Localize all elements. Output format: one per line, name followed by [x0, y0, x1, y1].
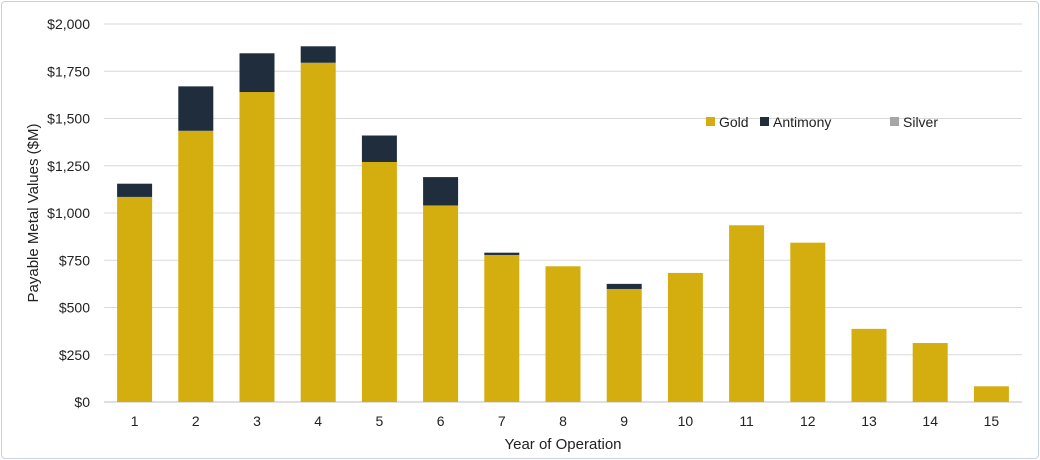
legend-swatch-gold: [706, 117, 715, 126]
y-tick-label: $1,750: [47, 63, 90, 79]
bar-gold-year-1: [117, 196, 153, 402]
x-tick-label: 7: [498, 413, 506, 429]
y-tick-label: $1,500: [47, 111, 90, 127]
bar-gold-year-6: [423, 205, 459, 402]
x-tick-label: 3: [253, 413, 261, 429]
bar-gold-year-13: [851, 328, 887, 402]
bar-antimony-year-9: [606, 283, 642, 289]
x-tick-labels: 1 2 3 4 5 6 7 8 9 10 11 12 13 14 15: [131, 413, 1000, 429]
y-tick-label: $0: [74, 394, 90, 410]
bar-antimony-year-4: [300, 46, 336, 63]
y-tick-label: $1,250: [47, 158, 90, 174]
y-axis-title: Payable Metal Values ($M): [25, 124, 42, 303]
y-tick-label: $250: [59, 347, 90, 363]
legend-label-silver: Silver: [903, 114, 938, 130]
legend-swatch-antimony: [760, 117, 769, 126]
bar-gold-year-4: [300, 62, 336, 403]
legend-swatch-silver: [890, 117, 899, 126]
bar-gold-year-5: [361, 161, 397, 402]
bar-antimony-year-7: [484, 252, 520, 255]
bar-antimony-year-5: [361, 135, 397, 162]
bar-antimony-year-3: [239, 53, 275, 93]
x-tick-label: 10: [678, 413, 694, 429]
y-tick-label: $1,000: [47, 205, 90, 221]
legend-label-antimony: Antimony: [773, 114, 831, 130]
bar-gold-year-2: [178, 130, 214, 402]
y-tick-label: $500: [59, 300, 90, 316]
y-tick-label: $750: [59, 252, 90, 268]
x-tick-label: 1: [131, 413, 139, 429]
x-tick-label: 2: [192, 413, 200, 429]
x-tick-label: 5: [376, 413, 384, 429]
bar-gold-year-14: [912, 343, 948, 402]
bar-gold-year-10: [667, 272, 703, 402]
bar-antimony-year-6: [423, 177, 459, 206]
bar-antimony-year-2: [178, 86, 214, 131]
x-tick-label: 12: [800, 413, 816, 429]
bars: [117, 46, 1009, 403]
legend: Gold Antimony Silver: [706, 114, 938, 130]
y-tick-labels: $0 $250 $500 $750 $1,000 $1,250 $1,500 $1,750 $2…: [47, 16, 90, 410]
bar-gold-year-8: [545, 266, 581, 402]
bar-gold-year-3: [239, 92, 275, 402]
x-tick-label: 4: [314, 413, 322, 429]
bar-gold-year-15: [973, 386, 1009, 402]
bar-gold-year-12: [790, 242, 826, 402]
bar-gold-year-11: [729, 225, 765, 402]
x-tick-label: 11: [739, 413, 754, 429]
bar-gold-year-7: [484, 254, 520, 402]
x-tick-label: 13: [861, 413, 877, 429]
x-tick-label: 14: [922, 413, 938, 429]
x-tick-label: 9: [620, 413, 628, 429]
x-axis-title: Year of Operation: [504, 436, 621, 453]
x-tick-label: 15: [984, 413, 1000, 429]
bar-gold-year-9: [606, 288, 642, 402]
x-tick-label: 6: [437, 413, 445, 429]
x-tick-label: 8: [559, 413, 567, 429]
y-tick-label: $2,000: [47, 16, 90, 32]
bar-antimony-year-1: [117, 183, 153, 197]
legend-label-gold: Gold: [719, 114, 749, 130]
